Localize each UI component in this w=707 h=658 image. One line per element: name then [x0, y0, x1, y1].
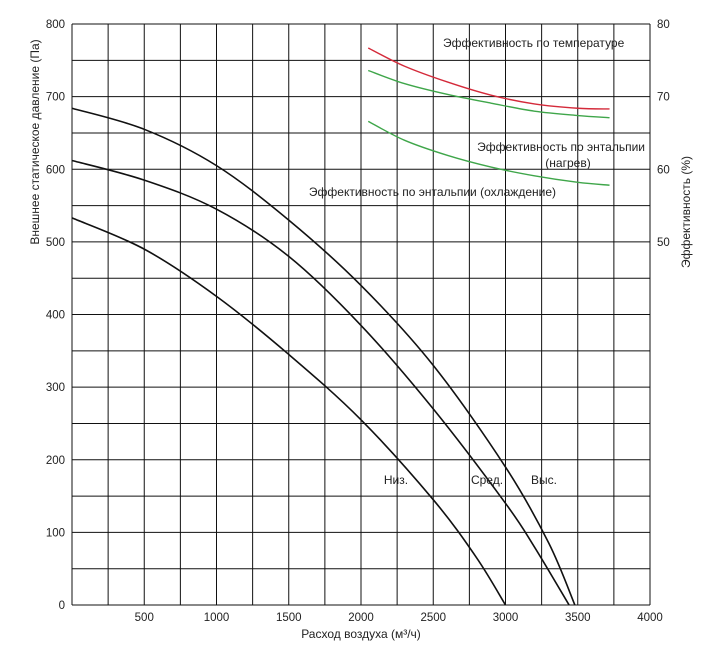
pressure-series-line-3 — [71, 107, 576, 606]
label-speed-low: Низ. — [384, 473, 408, 487]
x-tick-label: 3500 — [565, 612, 591, 624]
x-tick-label: 1000 — [204, 612, 230, 624]
y-right-tick-label: 60 — [657, 164, 670, 176]
x-tick-label: 2000 — [348, 612, 374, 624]
x-axis-title: Расход воздуха (м³/ч) — [301, 627, 421, 641]
x-tick-label: 2500 — [420, 612, 446, 624]
y-left-tick-label: 200 — [46, 455, 65, 467]
y-right-axis-title: Эффективность (%) — [679, 156, 693, 268]
x-tick-label: 500 — [135, 612, 154, 624]
y-left-tick-label: 800 — [46, 19, 65, 31]
grid — [71, 23, 651, 606]
y-right-tick-label: 70 — [657, 92, 670, 104]
y-right-tick-label: 80 — [657, 19, 670, 31]
y-left-tick-label: 400 — [46, 310, 65, 322]
ticks: 500 1000 1500 2000 2500 3000 3500 4000 0 100 200 30… — [46, 19, 670, 624]
label-speed-mid: Сред. — [471, 473, 503, 487]
label-enthalpy-cooling: Эффективность по энтальпии (охлаждение) — [309, 185, 556, 199]
y-right-tick-label: 50 — [657, 237, 670, 249]
x-tick-label: 4000 — [637, 612, 663, 624]
x-tick-label: 1500 — [276, 612, 302, 624]
y-left-tick-label: 700 — [46, 92, 65, 104]
efficiency-series-line-3 — [367, 120, 610, 186]
x-tick-label: 3000 — [493, 612, 519, 624]
y-left-tick-label: 500 — [46, 237, 65, 249]
y-left-tick-label: 100 — [46, 527, 65, 539]
efficiency-lines — [367, 47, 610, 186]
pressure-series-line-1 — [71, 217, 507, 606]
y-left-axis-title: Внешнее статическое давление (Па) — [28, 39, 42, 244]
efficiency-series-line-2 — [367, 69, 610, 119]
y-left-tick-label: 300 — [46, 382, 65, 394]
pressure-lines — [71, 107, 576, 606]
efficiency-series-line-1 — [367, 47, 610, 110]
label-speed-high: Выс. — [531, 473, 557, 487]
pressure-series-line-2 — [71, 159, 570, 606]
y-left-tick-label: 0 — [59, 600, 65, 612]
y-left-tick-label: 600 — [46, 164, 65, 176]
label-enthalpy-heating-line2: (нагрев) — [545, 156, 590, 170]
label-temperature-efficiency: Эффективность по температуре — [443, 36, 625, 50]
label-enthalpy-heating-line1: Эффективность по энтальпии — [477, 140, 645, 154]
